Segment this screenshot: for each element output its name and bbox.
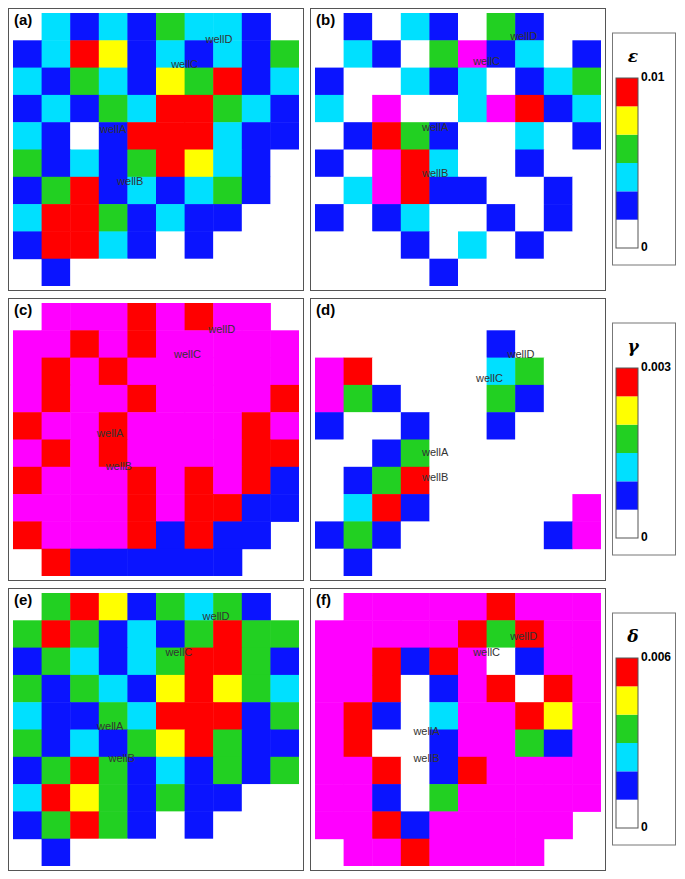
svg-text:wellA: wellA bbox=[96, 427, 124, 439]
svg-text:wellB: wellB bbox=[421, 167, 448, 179]
html-text:(c): (c) bbox=[14, 301, 33, 318]
svg-text:ε: ε bbox=[628, 46, 638, 66]
svg-text:wellB: wellB bbox=[412, 752, 439, 764]
svg-text:δ: δ bbox=[626, 626, 638, 646]
svg-text:wellD: wellD bbox=[509, 630, 537, 642]
svg-text:wellC: wellC bbox=[170, 58, 198, 70]
html-text:(b): (b) bbox=[316, 11, 336, 28]
svg-text:wellA: wellA bbox=[421, 121, 449, 133]
svg-text:0.006: 0.006 bbox=[641, 650, 671, 664]
svg-text:wellA: wellA bbox=[99, 123, 127, 135]
svg-text:0: 0 bbox=[641, 240, 648, 254]
html-text:(e): (e) bbox=[14, 591, 33, 608]
svg-text:wellC: wellC bbox=[475, 372, 503, 384]
svg-text:wellC: wellC bbox=[472, 646, 500, 658]
html-text:(a): (a) bbox=[14, 11, 33, 28]
html-text:(f): (f) bbox=[316, 591, 331, 608]
svg-text:wellB: wellB bbox=[421, 471, 448, 483]
svg-text:wellC: wellC bbox=[472, 55, 500, 67]
svg-text:wellB: wellB bbox=[108, 752, 135, 764]
svg-text:γ: γ bbox=[627, 336, 639, 356]
svg-text:0: 0 bbox=[641, 530, 648, 544]
svg-text:wellA: wellA bbox=[412, 725, 440, 737]
svg-text:wellD: wellD bbox=[506, 348, 534, 360]
svg-text:wellA: wellA bbox=[421, 446, 449, 458]
html-text:(d): (d) bbox=[316, 301, 336, 318]
svg-text:wellB: wellB bbox=[105, 460, 132, 472]
svg-text:wellD: wellD bbox=[202, 610, 230, 622]
svg-text:wellC: wellC bbox=[164, 646, 192, 658]
svg-text:0.01: 0.01 bbox=[641, 70, 665, 84]
svg-text:0.003: 0.003 bbox=[641, 360, 671, 374]
svg-text:wellD: wellD bbox=[509, 30, 537, 42]
svg-text:wellB: wellB bbox=[116, 175, 143, 187]
svg-text:wellD: wellD bbox=[204, 33, 232, 45]
svg-text:wellA: wellA bbox=[96, 720, 124, 732]
svg-text:wellC: wellC bbox=[173, 348, 201, 360]
svg-text:0: 0 bbox=[641, 820, 648, 834]
svg-text:wellD: wellD bbox=[207, 323, 235, 335]
